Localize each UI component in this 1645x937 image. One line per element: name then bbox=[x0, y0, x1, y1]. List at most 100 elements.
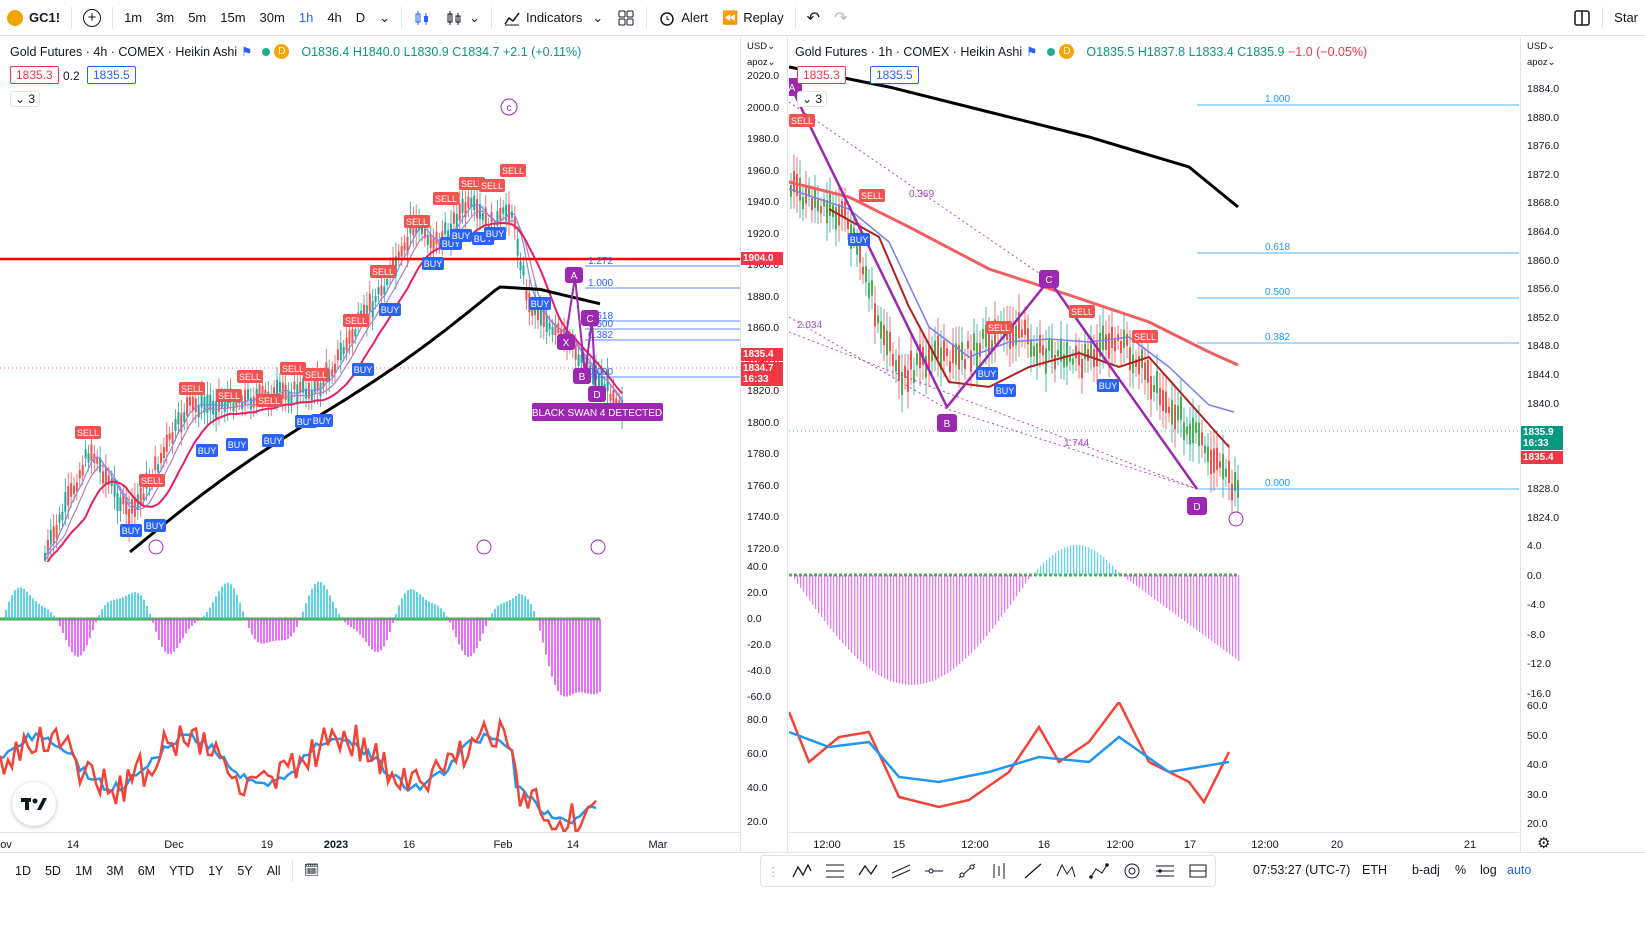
sell-price-button[interactable]: 1835.3 bbox=[797, 66, 846, 84]
fib-retracement-icon[interactable] bbox=[824, 861, 846, 881]
line-tool-icon[interactable] bbox=[1022, 861, 1044, 881]
clock[interactable]: 07:53:27 (UTC-7) bbox=[1253, 863, 1351, 877]
horizontal-ray-icon[interactable] bbox=[923, 861, 945, 881]
range-5y[interactable]: 5Y bbox=[237, 863, 253, 878]
undo-button[interactable]: ↶ bbox=[800, 0, 827, 36]
axis-currency[interactable]: USD⌄ bbox=[747, 41, 776, 52]
alert-button[interactable]: Alert bbox=[651, 0, 715, 36]
range-1y[interactable]: 1Y bbox=[208, 863, 224, 878]
left-change: +2.1 (+0.11%) bbox=[503, 44, 582, 59]
separator bbox=[112, 6, 114, 29]
range-3m[interactable]: 3M bbox=[106, 863, 124, 878]
range-5d[interactable]: 5D bbox=[44, 863, 61, 878]
bars-pattern-icon[interactable] bbox=[989, 861, 1011, 881]
left-price-chart[interactable]: 1.2721.0000.6180.5000.3820.000ACXBDBLACK… bbox=[0, 37, 740, 562]
axis-tick-label: 80.0 bbox=[747, 714, 768, 726]
axis-tick-label: 1844.0 bbox=[1527, 369, 1560, 381]
sell-price-button[interactable]: 1835.3 bbox=[10, 66, 59, 84]
range-6m[interactable]: 6M bbox=[137, 863, 156, 878]
range-1m[interactable]: 1M bbox=[74, 863, 93, 878]
session-button[interactable]: ETH bbox=[1362, 863, 1387, 877]
left-price-axis[interactable]: USD⌄ apoz⌄ 2020.0 2000.0 1980.0 1960.0 1940.… bbox=[740, 37, 788, 852]
auto-scale-button[interactable]: auto bbox=[1507, 863, 1532, 877]
add-symbol-button[interactable]: + bbox=[76, 0, 108, 36]
redo-button[interactable]: ↷ bbox=[827, 0, 854, 36]
redo-icon: ↷ bbox=[834, 9, 848, 27]
macd-bar bbox=[173, 619, 175, 652]
interval-dropdown[interactable]: ⌄ bbox=[372, 0, 397, 36]
path-icon[interactable] bbox=[1088, 861, 1110, 881]
layout-button[interactable] bbox=[1566, 0, 1598, 36]
interval-d[interactable]: D bbox=[355, 10, 366, 25]
right-rsi-pane[interactable] bbox=[789, 702, 1519, 832]
fib-spiral-icon[interactable] bbox=[1121, 861, 1143, 881]
interval-3m[interactable]: 3m bbox=[156, 10, 175, 25]
tradingview-logo[interactable] bbox=[12, 782, 56, 826]
interval-1h[interactable]: 1h bbox=[298, 10, 314, 25]
drag-handle-icon[interactable]: ⋮ bbox=[767, 864, 780, 879]
right-chart-title[interactable]: Gold Futures · 1h · COMEX · Heikin Ashi bbox=[795, 44, 1023, 59]
templates-button[interactable] bbox=[610, 0, 642, 36]
left-chart-pane[interactable]: 1.272 1.000 0.618 0.500 0.382 0.000 A C X B D BLACK… bbox=[0, 37, 740, 852]
interval-4h[interactable]: 4h bbox=[327, 10, 342, 25]
indicators-button[interactable]: Indicators ⌄ bbox=[496, 0, 610, 36]
fib-timezone-icon[interactable] bbox=[1187, 861, 1209, 881]
left-time-axis[interactable]: ov 14 Dec 19 2023 16 Feb 14 Mar bbox=[0, 832, 740, 852]
left-chart-title[interactable]: Gold Futures · 4h · COMEX · Heikin Ashi bbox=[10, 44, 238, 59]
range-ytd[interactable]: YTD bbox=[169, 863, 195, 878]
time-label: Feb bbox=[493, 839, 513, 851]
trend-line-icon[interactable] bbox=[956, 861, 978, 881]
flag-icon[interactable]: ⚑ bbox=[1026, 45, 1038, 59]
percent-scale-button[interactable]: % bbox=[1455, 863, 1467, 877]
left-rsi-pane[interactable] bbox=[0, 702, 740, 832]
interval-1m[interactable]: 1m bbox=[124, 10, 143, 25]
range-all[interactable]: All bbox=[266, 863, 281, 878]
chart-type-button[interactable] bbox=[406, 0, 438, 36]
log-scale-button[interactable]: log bbox=[1480, 863, 1497, 877]
channel-icon[interactable] bbox=[890, 861, 912, 881]
axis-mode[interactable]: apoz⌄ bbox=[1527, 57, 1556, 68]
macd-bar bbox=[23, 588, 25, 619]
right-price-chart[interactable]: 1.000 0.618 0.500 0.382 0.000 A B C D 0.369 2.034 1… bbox=[789, 37, 1519, 532]
flag-icon[interactable]: ⚑ bbox=[241, 45, 253, 59]
drawing-toolbar: ⋮ bbox=[760, 855, 1216, 887]
replay-button[interactable]: ⏪ Replay bbox=[715, 0, 791, 36]
axis-currency[interactable]: USD⌄ bbox=[1527, 41, 1556, 52]
indicators-collapse-button[interactable]: ⌄ 3 bbox=[10, 91, 41, 107]
symbol-search[interactable]: GC1! bbox=[0, 0, 67, 36]
left-macd-pane[interactable] bbox=[0, 562, 740, 702]
interval-5m[interactable]: 5m bbox=[188, 10, 207, 25]
macd-bar bbox=[167, 619, 169, 654]
bar-type-button[interactable]: ⌄ bbox=[438, 0, 487, 36]
range-1d[interactable]: 1D bbox=[15, 863, 31, 878]
pattern-tool-icon[interactable] bbox=[791, 861, 813, 881]
long-ma-line bbox=[129, 285, 601, 554]
buy-price-button[interactable]: 1835.5 bbox=[87, 66, 136, 84]
indicators-collapse-button[interactable]: ⌄ 3 bbox=[797, 91, 828, 107]
buy-price-button[interactable]: 1835.5 bbox=[870, 66, 919, 84]
star-button[interactable]: Star bbox=[1614, 10, 1638, 25]
abcd-pattern-icon[interactable] bbox=[857, 861, 879, 881]
macd-bar bbox=[413, 589, 415, 619]
candle bbox=[1042, 345, 1044, 356]
macd-bar bbox=[893, 575, 895, 682]
axis-mode[interactable]: apoz⌄ bbox=[747, 57, 776, 68]
right-time-axis[interactable]: 12:00 15 12:00 16 12:00 17 12:00 20 21 bbox=[789, 832, 1519, 852]
fib-channel-icon[interactable] bbox=[1154, 861, 1176, 881]
right-price-axis[interactable]: USD⌄ apoz⌄ 1884.0 1880.0 1876.0 1872.0 1868.… bbox=[1520, 37, 1568, 852]
right-macd-pane[interactable] bbox=[789, 532, 1519, 702]
interval-15m[interactable]: 15m bbox=[220, 10, 246, 25]
settings-gear-icon[interactable]: ⚙ bbox=[1537, 835, 1551, 852]
interval-30m[interactable]: 30m bbox=[259, 10, 285, 25]
time-label: 16 bbox=[1037, 839, 1051, 851]
adjustment-button[interactable]: b-adj bbox=[1412, 863, 1440, 877]
left-chart-legend: Gold Futures · 4h · COMEX · Heikin Ashi … bbox=[10, 44, 581, 59]
right-chart-pane[interactable]: 1.000 0.618 0.500 0.382 0.000 A B C D 0.369 2.034 1… bbox=[789, 37, 1519, 852]
macd-bar bbox=[1013, 575, 1015, 601]
order-qty[interactable]: 0.2 bbox=[63, 69, 80, 83]
xabcd-icon[interactable] bbox=[1055, 861, 1077, 881]
candle bbox=[958, 344, 960, 370]
candle bbox=[1108, 333, 1110, 359]
go-to-date-button[interactable]: 🗓 bbox=[297, 863, 327, 878]
event-icon bbox=[148, 539, 164, 555]
